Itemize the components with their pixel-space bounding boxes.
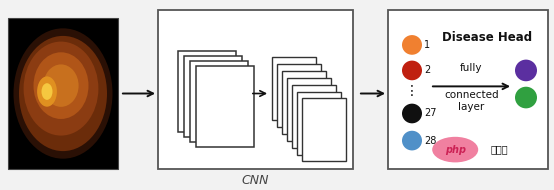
Ellipse shape (42, 83, 53, 100)
Ellipse shape (37, 76, 57, 107)
Text: 28: 28 (424, 136, 437, 146)
Bar (292, 85, 336, 148)
Bar (158, 10, 353, 169)
Ellipse shape (24, 42, 99, 136)
Bar (302, 98, 346, 162)
Circle shape (402, 61, 422, 80)
Bar (190, 61, 248, 142)
Bar (388, 10, 548, 169)
Bar (178, 51, 236, 132)
Circle shape (402, 35, 422, 55)
Text: ⋮: ⋮ (405, 84, 419, 98)
Text: php: php (445, 145, 466, 155)
Text: layer: layer (458, 102, 485, 112)
Circle shape (515, 60, 537, 81)
Ellipse shape (13, 28, 112, 159)
Bar (297, 92, 341, 154)
Bar (184, 56, 242, 137)
Bar (287, 78, 331, 141)
Text: 2: 2 (424, 65, 430, 75)
Text: fully: fully (460, 63, 483, 73)
Text: CNN: CNN (242, 174, 269, 187)
Text: 1: 1 (424, 40, 430, 50)
Circle shape (402, 104, 422, 123)
Ellipse shape (43, 64, 79, 107)
Text: 27: 27 (424, 108, 437, 119)
Bar (8, 18, 118, 169)
Ellipse shape (19, 36, 107, 151)
Ellipse shape (432, 137, 478, 162)
Circle shape (402, 131, 422, 150)
Text: connected: connected (444, 90, 499, 100)
Circle shape (515, 87, 537, 108)
Ellipse shape (33, 52, 89, 119)
Bar (196, 66, 254, 147)
Text: 中文网: 中文网 (490, 145, 508, 155)
Bar (277, 64, 321, 127)
Bar (272, 57, 316, 120)
Bar (282, 71, 326, 134)
Text: Disease Head: Disease Head (442, 32, 532, 44)
